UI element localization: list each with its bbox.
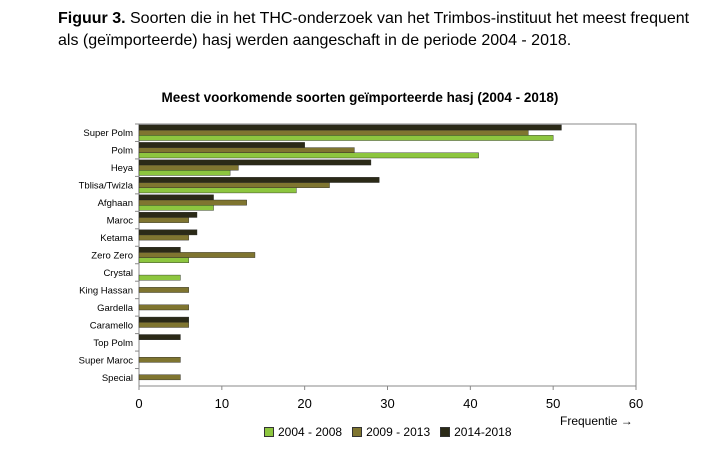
bar-series-2-4 — [138, 194, 214, 201]
category-label-2: Heya — [111, 163, 134, 174]
category-label-12: Top Polm — [93, 338, 133, 349]
bar-series-0-8 — [138, 274, 181, 281]
chart-legend: 2004 - 2008 2009 - 2013 2014-2018 — [264, 425, 512, 439]
legend-item-series-2: 2014-2018 — [440, 425, 512, 439]
legend-item-series-1: 2009 - 2013 — [352, 425, 430, 439]
bar-series-1-5 — [138, 217, 189, 223]
bar-series-2-6 — [138, 229, 198, 236]
bar-series-2-1 — [138, 142, 305, 148]
figure-caption-text: Soorten die in het THC-onderzoek van het… — [58, 10, 690, 49]
category-label-13: Super Maroc — [79, 355, 134, 366]
bar-series-0-2 — [138, 170, 231, 176]
chart-title: Meest voorkomende soorten geïmporteerde … — [161, 90, 559, 105]
legend-swatch-series-1 — [352, 427, 363, 437]
category-label-4: Afghaan — [98, 198, 133, 209]
figure-caption: Figuur 3. Soorten die in het THC-onderzo… — [58, 8, 708, 52]
bar-series-1-6 — [138, 234, 189, 241]
category-label-0: Super Polm — [83, 128, 133, 139]
x-tick-label-3: 30 — [380, 396, 394, 411]
x-tick-label-1: 10 — [215, 396, 229, 411]
category-label-10: Gardella — [97, 303, 134, 314]
legend-label-series-2: 2014-2018 — [454, 425, 512, 439]
category-label-3: Tblisa/Twizla — [79, 181, 134, 192]
category-label-5: Maroc — [107, 216, 134, 227]
legend-item-series-0: 2004 - 2008 — [264, 425, 342, 439]
category-label-7: Zero Zero — [91, 251, 133, 262]
bar-series-0-3 — [138, 187, 297, 194]
bar-series-1-11 — [138, 322, 189, 328]
legend-swatch-series-2 — [440, 427, 451, 437]
bar-series-1-4 — [138, 199, 247, 206]
bar-series-0-4 — [138, 204, 214, 211]
x-axis-label: Frequentie → — [560, 414, 633, 428]
bar-series-1-2 — [138, 164, 239, 171]
bar-series-1-0 — [138, 129, 529, 136]
bar-series-0-1 — [138, 152, 479, 159]
figure-label: Figuur 3. — [58, 10, 126, 27]
x-tick-label-2: 20 — [297, 396, 311, 411]
bar-series-1-13 — [138, 357, 181, 363]
category-label-1: Polm — [111, 146, 133, 157]
bar-series-1-14 — [138, 374, 181, 381]
bar-series-2-7 — [138, 246, 181, 253]
bar-series-2-11 — [138, 316, 189, 323]
x-tick-label-6: 60 — [629, 396, 643, 411]
bar-series-1-7 — [138, 252, 256, 258]
bar-series-2-12 — [138, 334, 181, 340]
bar-series-2-5 — [138, 212, 198, 218]
x-tick-label-0: 0 — [135, 396, 142, 411]
legend-label-series-0: 2004 - 2008 — [278, 425, 343, 439]
category-label-6: Ketama — [100, 233, 133, 244]
bar-series-2-3 — [138, 177, 380, 183]
bar-series-1-3 — [138, 182, 330, 188]
bar-series-1-9 — [138, 287, 189, 293]
bar-series-0-0 — [138, 135, 554, 141]
x-tick-label-4: 40 — [463, 396, 477, 411]
category-label-11: Caramello — [90, 320, 133, 331]
legend-label-series-1: 2009 - 2013 — [366, 425, 431, 439]
bar-series-0-7 — [138, 257, 189, 264]
bar-series-1-1 — [138, 147, 355, 154]
category-label-8: Crystal — [103, 268, 133, 279]
category-label-14: Special — [102, 373, 133, 384]
bar-series-2-2 — [138, 159, 372, 166]
legend-swatch-series-0 — [264, 427, 274, 437]
x-tick-label-5: 50 — [546, 396, 560, 411]
category-label-9: King Hassan — [79, 285, 133, 296]
bar-series-1-10 — [138, 304, 189, 311]
bar-series-2-0 — [138, 124, 562, 131]
